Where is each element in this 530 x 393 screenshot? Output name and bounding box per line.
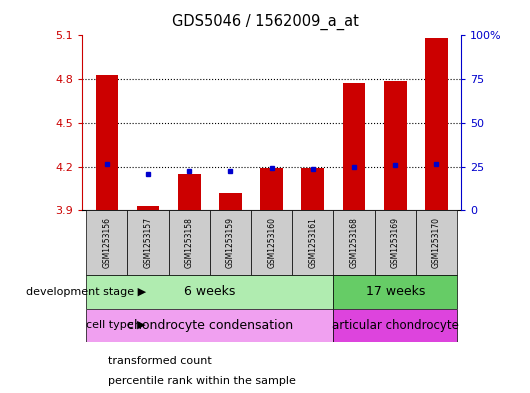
FancyBboxPatch shape — [127, 210, 169, 275]
FancyBboxPatch shape — [86, 275, 333, 309]
FancyBboxPatch shape — [292, 210, 333, 275]
Text: GSM1253159: GSM1253159 — [226, 217, 235, 268]
Text: development stage ▶: development stage ▶ — [25, 287, 146, 297]
FancyBboxPatch shape — [333, 210, 375, 275]
Bar — [219, 193, 242, 210]
FancyBboxPatch shape — [210, 210, 251, 275]
Text: chondrocyte condensation: chondrocyte condensation — [127, 319, 293, 332]
FancyBboxPatch shape — [333, 309, 457, 342]
FancyBboxPatch shape — [169, 210, 210, 275]
Text: transformed count: transformed count — [108, 356, 211, 366]
Text: cell type ▶: cell type ▶ — [86, 320, 146, 330]
FancyBboxPatch shape — [86, 309, 333, 342]
Text: GSM1253160: GSM1253160 — [267, 217, 276, 268]
FancyBboxPatch shape — [416, 210, 457, 275]
Bar — [302, 168, 324, 210]
Bar — [343, 83, 365, 210]
FancyBboxPatch shape — [251, 210, 292, 275]
Text: GSM1253168: GSM1253168 — [349, 217, 358, 268]
Text: GSM1253157: GSM1253157 — [144, 217, 153, 268]
Text: 6 weeks: 6 weeks — [184, 285, 235, 298]
Bar — [95, 75, 118, 210]
Text: articular chondrocyte: articular chondrocyte — [332, 319, 458, 332]
Bar — [178, 174, 200, 210]
Text: GSM1253161: GSM1253161 — [308, 217, 317, 268]
Text: 17 weeks: 17 weeks — [366, 285, 425, 298]
Text: GSM1253156: GSM1253156 — [102, 217, 111, 268]
FancyBboxPatch shape — [86, 210, 127, 275]
FancyBboxPatch shape — [375, 210, 416, 275]
Text: percentile rank within the sample: percentile rank within the sample — [108, 376, 295, 386]
Bar — [260, 168, 283, 210]
Text: GSM1253169: GSM1253169 — [391, 217, 400, 268]
Text: GSM1253158: GSM1253158 — [185, 217, 194, 268]
Text: GDS5046 / 1562009_a_at: GDS5046 / 1562009_a_at — [172, 14, 358, 30]
Text: GSM1253170: GSM1253170 — [432, 217, 441, 268]
Bar — [425, 38, 448, 210]
FancyBboxPatch shape — [333, 275, 457, 309]
Bar — [384, 81, 407, 210]
Bar — [137, 206, 160, 210]
